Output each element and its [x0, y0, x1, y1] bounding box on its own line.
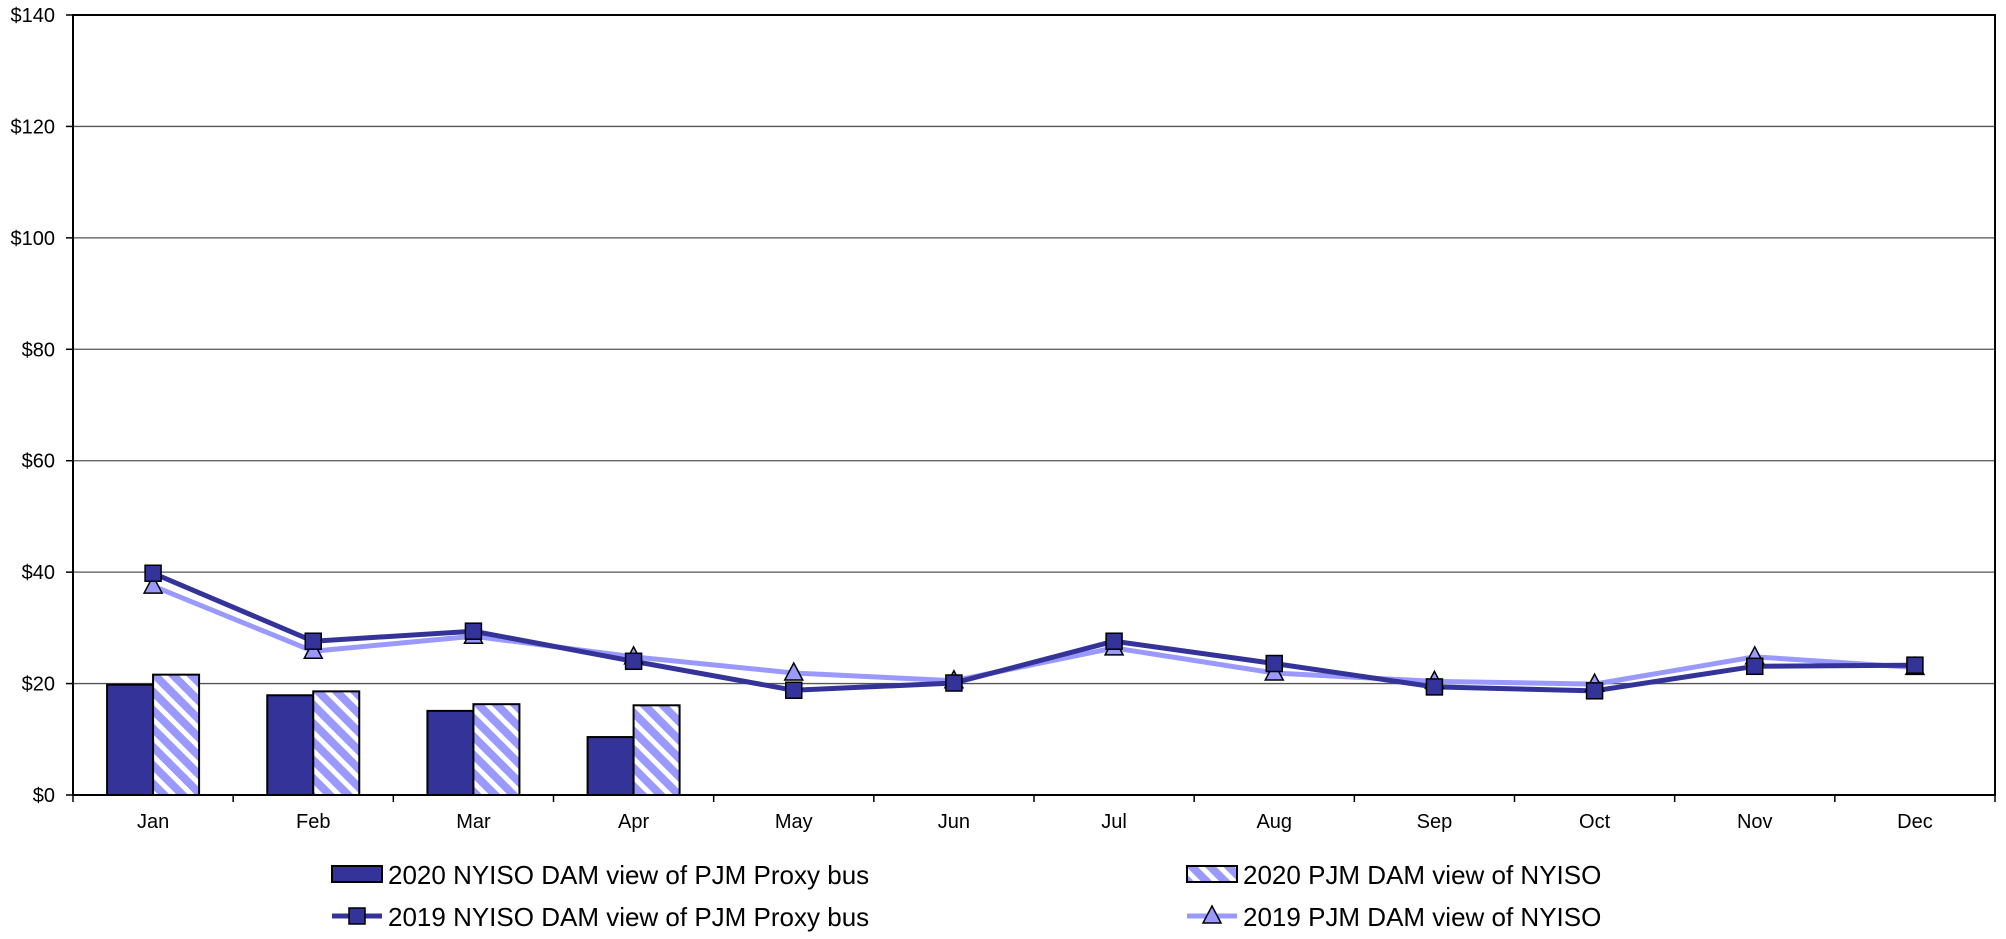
legend-item: 2019 PJM DAM view of NYISO [1187, 902, 1601, 932]
x-tick-label: Dec [1897, 811, 1933, 833]
legend-swatch [1186, 865, 1238, 883]
square-marker [1746, 657, 1764, 676]
legend: 2020 NYISO DAM view of PJM Proxy bus 2020… [331, 860, 1601, 932]
bar [426, 709, 475, 796]
x-tick-label: Jun [938, 811, 970, 833]
legend-marker [1201, 904, 1223, 924]
x-tick-label: Apr [618, 811, 649, 833]
legend-label: 2020 NYISO DAM view of PJM Proxy bus [388, 860, 869, 890]
bar [632, 704, 681, 796]
square-marker [785, 681, 803, 700]
y-tick-label: $80 [22, 339, 55, 361]
legend-label: 2019 NYISO DAM view of PJM Proxy bus [388, 902, 869, 932]
square-marker [1425, 678, 1444, 696]
square-marker [1105, 632, 1123, 650]
y-tick-label: $120 [11, 116, 56, 138]
legend-swatch [331, 865, 383, 883]
axes: $0 $20 $40 $60 $80 $100 $120 $140 Jan Feb Mar Apr Ma… [11, 5, 1996, 833]
bar [586, 736, 635, 796]
gridlines [73, 125, 1995, 685]
square-marker [1906, 656, 1924, 674]
x-tick-label: Jul [1101, 811, 1127, 833]
series-line [152, 570, 1915, 694]
square-marker [144, 564, 162, 583]
square-marker [1585, 682, 1604, 700]
legend-marker [348, 907, 366, 925]
bar [152, 673, 201, 797]
legend-item: 2020 PJM DAM view of NYISO [1186, 860, 1601, 890]
x-tick-label: Nov [1737, 811, 1773, 833]
y-tick-label: $100 [11, 228, 56, 250]
x-tick-label: Mar [456, 811, 491, 833]
x-tick-label: Oct [1579, 811, 1611, 833]
bar [106, 683, 155, 797]
x-tick-label: Sep [1417, 811, 1453, 833]
y-tick-label: $40 [22, 562, 55, 584]
triangle-marker [783, 661, 804, 681]
square-marker [1265, 654, 1283, 673]
legend-item: 2019 NYISO DAM view of PJM Proxy bus [332, 902, 869, 932]
x-tick-label: Jan [137, 811, 169, 833]
bar [312, 690, 361, 796]
series-lines [142, 564, 1926, 700]
y-tick-label: $0 [33, 785, 55, 807]
x-tick-label: Aug [1256, 811, 1292, 833]
square-marker [945, 674, 963, 692]
square-marker [464, 622, 483, 640]
triangle-marker [142, 574, 164, 594]
x-tick-label: Feb [296, 811, 330, 833]
square-marker [624, 652, 643, 671]
bar [472, 703, 521, 797]
legend-label: 2020 PJM DAM view of NYISO [1243, 860, 1601, 890]
y-tick-label: $60 [22, 451, 55, 473]
bar [266, 694, 315, 796]
square-marker [304, 632, 322, 650]
legend-label: 2019 PJM DAM view of NYISO [1243, 902, 1601, 932]
legend-item: 2020 NYISO DAM view of PJM Proxy bus [331, 860, 869, 890]
y-tick-label: $140 [11, 5, 56, 27]
y-tick-label: $20 [22, 674, 55, 696]
x-tick-label: May [775, 811, 813, 833]
bars [106, 673, 681, 797]
plot-frame [72, 14, 1996, 796]
